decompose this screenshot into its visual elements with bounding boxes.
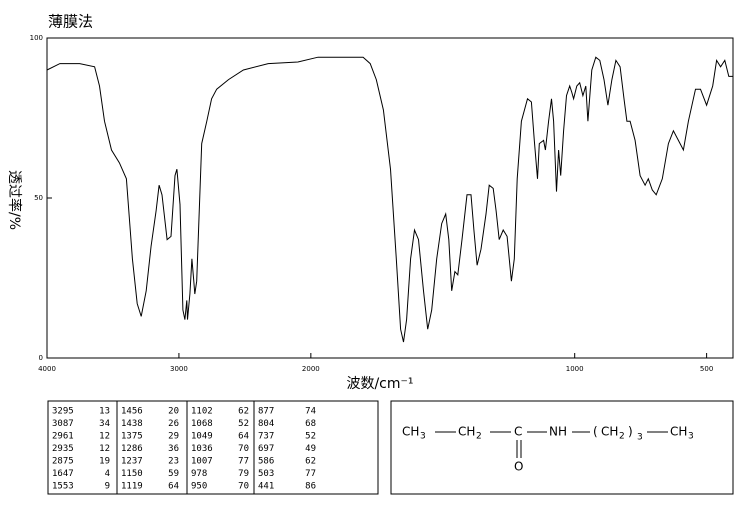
peak-wavenumber: 1647 — [52, 469, 74, 479]
structure-atom: CH — [458, 425, 475, 439]
structure-atom: CH — [601, 425, 618, 439]
peak-wavenumber: 3295 — [52, 407, 74, 417]
peak-transmittance: 77 — [305, 469, 316, 479]
peak-transmittance: 70 — [238, 482, 249, 492]
peak-transmittance: 77 — [238, 457, 249, 467]
structure-bonds — [435, 431, 668, 458]
peak-transmittance: 68 — [305, 419, 316, 429]
peak-transmittance: 9 — [105, 482, 110, 492]
peak-transmittance: 12 — [99, 444, 110, 454]
peak-wavenumber: 1150 — [121, 469, 143, 479]
y-tick-label: 50 — [34, 194, 43, 202]
structure-atom: 2 — [476, 432, 482, 442]
structure-atom: 3 — [637, 433, 643, 443]
peak-wavenumber: 1119 — [121, 482, 143, 492]
peak-wavenumber: 1102 — [191, 407, 213, 417]
peak-wavenumber: 950 — [191, 482, 207, 492]
chart-title: 薄膜法 — [48, 13, 93, 31]
structure-atom: CH — [670, 425, 687, 439]
structure-atom: ( — [593, 425, 598, 439]
peak-transmittance: 64 — [168, 482, 179, 492]
peak-transmittance: 79 — [238, 469, 249, 479]
structure-atom: C — [514, 425, 522, 439]
structure-atom: ) — [628, 425, 633, 439]
peak-transmittance: 59 — [168, 469, 179, 479]
x-tick-label: 4000 — [38, 365, 56, 373]
peak-transmittance: 86 — [305, 482, 316, 492]
peak-transmittance: 74 — [305, 407, 316, 417]
y-tick-label: 100 — [30, 34, 43, 42]
x-tick-label: 500 — [700, 365, 713, 373]
peak-transmittance: 70 — [238, 444, 249, 454]
plot-frame — [46, 37, 734, 359]
structure-atom: CH — [402, 425, 419, 439]
peak-wavenumber: 441 — [258, 482, 274, 492]
peak-wavenumber: 1456 — [121, 407, 143, 417]
peak-wavenumber: 1286 — [121, 444, 143, 454]
peak-wavenumber: 503 — [258, 469, 274, 479]
peak-transmittance: 34 — [99, 419, 110, 429]
y-tick-label: 0 — [39, 354, 43, 362]
peak-transmittance: 64 — [238, 432, 249, 442]
structure-frame — [390, 400, 734, 495]
peak-transmittance: 13 — [99, 407, 110, 417]
peak-wavenumber: 1049 — [191, 432, 213, 442]
peak-transmittance: 29 — [168, 432, 179, 442]
peak-transmittance: 26 — [168, 419, 179, 429]
peak-transmittance: 20 — [168, 407, 179, 417]
peak-wavenumber: 1438 — [121, 419, 143, 429]
peak-transmittance: 4 — [105, 469, 110, 479]
peak-transmittance: 62 — [238, 407, 249, 417]
x-tick-label: 2000 — [302, 365, 320, 373]
structure-atom: O — [514, 460, 523, 474]
peak-wavenumber: 1553 — [52, 482, 74, 492]
peak-transmittance: 36 — [168, 444, 179, 454]
peak-wavenumber: 877 — [258, 407, 274, 417]
structure-atom: 3 — [420, 432, 426, 442]
peak-wavenumber: 586 — [258, 457, 274, 467]
peak-transmittance: 49 — [305, 444, 316, 454]
peak-transmittance: 19 — [99, 457, 110, 467]
peak-wavenumber: 1237 — [121, 457, 143, 467]
peak-wavenumber: 1375 — [121, 432, 143, 442]
peak-table-frame — [47, 400, 379, 495]
x-axis-label: 波数/cm⁻¹ — [346, 376, 413, 392]
spectrum-line — [46, 56, 733, 343]
peak-wavenumber: 804 — [258, 419, 274, 429]
peak-wavenumber: 2875 — [52, 457, 74, 467]
x-tick-label: 3000 — [170, 365, 188, 373]
structure-atom: NH — [549, 425, 567, 439]
peak-transmittance: 23 — [168, 457, 179, 467]
structure-atom: 3 — [688, 432, 694, 442]
y-axis-label: 透过率/% — [6, 170, 23, 230]
peak-wavenumber: 1036 — [191, 444, 213, 454]
x-tick-label: 1000 — [566, 365, 584, 373]
structure-atom: 2 — [619, 432, 625, 442]
peak-wavenumber: 2961 — [52, 432, 74, 442]
peak-wavenumber: 1007 — [191, 457, 213, 467]
peak-wavenumber: 2935 — [52, 444, 74, 454]
peak-transmittance: 12 — [99, 432, 110, 442]
peak-wavenumber: 3087 — [52, 419, 74, 429]
peak-transmittance: 62 — [305, 457, 316, 467]
peak-wavenumber: 1068 — [191, 419, 213, 429]
peak-wavenumber: 978 — [191, 469, 207, 479]
peak-transmittance: 52 — [238, 419, 249, 429]
peak-transmittance: 52 — [305, 432, 316, 442]
peak-wavenumber: 737 — [258, 432, 274, 442]
peak-wavenumber: 697 — [258, 444, 274, 454]
